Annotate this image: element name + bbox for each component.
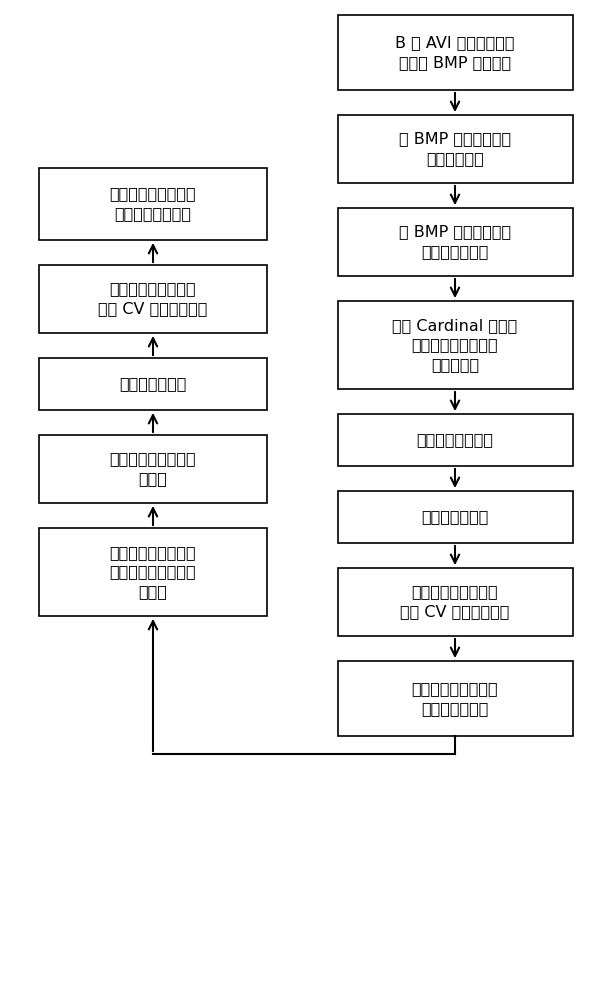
Text: 获取非关键帧能量约
束区域: 获取非关键帧能量约 束区域 (110, 452, 196, 486)
FancyBboxPatch shape (39, 435, 267, 503)
FancyBboxPatch shape (39, 528, 267, 616)
FancyBboxPatch shape (338, 568, 573, 636)
FancyBboxPatch shape (39, 168, 267, 240)
Text: 非关键帧主动脉瓣超
声图像的分割结果: 非关键帧主动脉瓣超 声图像的分割结果 (110, 187, 196, 221)
Text: 关键帧主动脉瓣超声
图像的分割结果: 关键帧主动脉瓣超声 图像的分割结果 (411, 681, 498, 716)
Text: 将 BMP 图像分组为关
键帧和非关键帧: 将 BMP 图像分组为关 键帧和非关键帧 (399, 225, 511, 259)
FancyBboxPatch shape (338, 15, 573, 90)
FancyBboxPatch shape (338, 115, 573, 183)
Text: 获取能量约束区域: 获取能量约束区域 (416, 432, 493, 448)
Text: 最小化加入区域约束
项的 CV 模型能量泛函: 最小化加入区域约束 项的 CV 模型能量泛函 (98, 282, 208, 316)
Text: 最小化加入区域约束
项的 CV 模型能量泛函: 最小化加入区域约束 项的 CV 模型能量泛函 (401, 585, 510, 619)
Text: 利用 Cardinal 样条插
值在关键帧上做出初
始约束区域: 利用 Cardinal 样条插 值在关键帧上做出初 始约束区域 (392, 318, 518, 372)
FancyBboxPatch shape (338, 661, 573, 736)
Text: 生成符号距离图: 生成符号距离图 (119, 376, 187, 391)
Text: 关键帧的分割结果作
为相邻非关键帧的约
束区域: 关键帧的分割结果作 为相邻非关键帧的约 束区域 (110, 545, 196, 599)
FancyBboxPatch shape (338, 414, 573, 466)
FancyBboxPatch shape (338, 208, 573, 276)
Text: 生成符号距离图: 生成符号距离图 (421, 510, 488, 524)
FancyBboxPatch shape (338, 301, 573, 389)
FancyBboxPatch shape (39, 358, 267, 410)
FancyBboxPatch shape (338, 491, 573, 543)
FancyBboxPatch shape (39, 265, 267, 333)
Text: 对 BMP 图像进行形态
学滤波预处理: 对 BMP 图像进行形态 学滤波预处理 (399, 132, 511, 166)
Text: B 超 AVI 视频结果转换
为连续 BMP 图像序列: B 超 AVI 视频结果转换 为连续 BMP 图像序列 (395, 35, 514, 70)
